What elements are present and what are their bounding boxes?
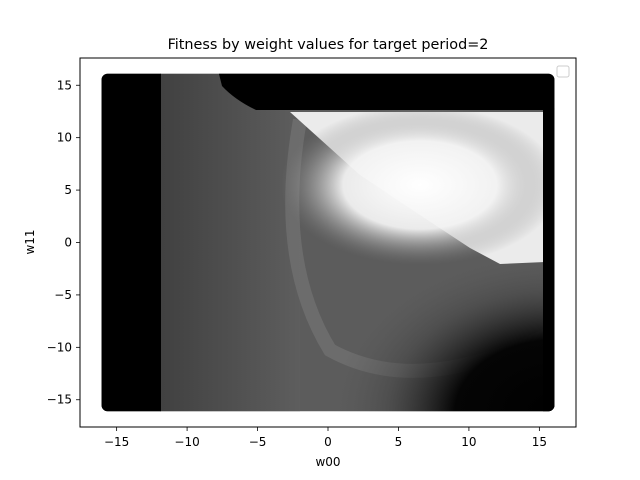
x-tick-label: −15 xyxy=(104,435,129,449)
chart-title: Fitness by weight values for target peri… xyxy=(168,37,489,53)
x-tick-label: −10 xyxy=(174,435,199,449)
y-tick-label: −15 xyxy=(47,393,72,407)
heatmap-left-black-band xyxy=(101,73,161,412)
y-tick-label: 5 xyxy=(64,183,72,197)
x-tick-label: 10 xyxy=(461,435,476,449)
y-tick-label: −10 xyxy=(47,340,72,354)
y-tick-label: −5 xyxy=(54,288,72,302)
x-tick-label: 5 xyxy=(395,435,403,449)
y-tick-label: 15 xyxy=(57,78,72,92)
y-tick-label: 10 xyxy=(57,131,72,145)
y-axis-label: w11 xyxy=(23,229,37,254)
y-axis: −15 −10 −5 0 5 10 15 xyxy=(47,78,80,407)
heatmap-right-edge-dark xyxy=(543,108,555,412)
x-tick-label: 15 xyxy=(532,435,547,449)
x-tick-label: −5 xyxy=(249,435,267,449)
x-axis: −15 −10 −5 0 5 10 15 xyxy=(104,427,547,449)
x-axis-label: w00 xyxy=(315,455,340,469)
heatmap-white-peak xyxy=(280,105,555,265)
x-tick-label: 0 xyxy=(324,435,332,449)
heatmap-lower-right-dark xyxy=(330,250,555,412)
legend-box xyxy=(556,65,570,78)
heatmap-left-fade xyxy=(160,73,300,412)
y-tick-label: 0 xyxy=(64,236,72,250)
heatmap-field xyxy=(101,73,555,412)
heatmap-top-black-band xyxy=(218,73,555,110)
